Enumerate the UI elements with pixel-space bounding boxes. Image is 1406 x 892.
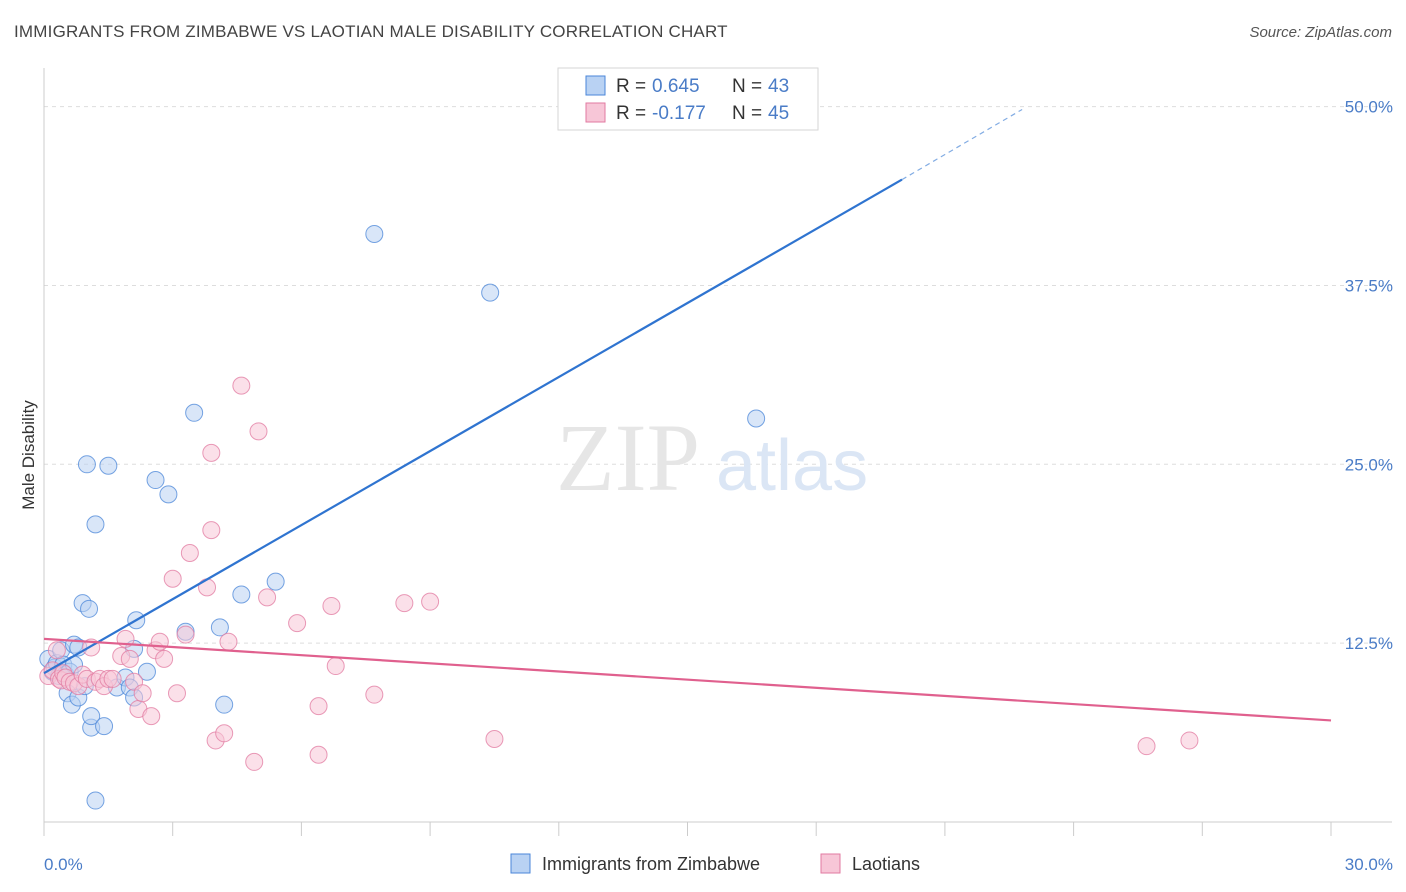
zimbabwe-point [159, 485, 178, 504]
legend-n-label: N = [732, 103, 762, 124]
watermark-atlas: atlas [716, 426, 868, 506]
zimbabwe-point [481, 283, 500, 302]
trend-lines [43, 108, 1332, 722]
x-tick-label: 0.0% [44, 855, 83, 874]
laotian-point [309, 745, 328, 764]
zimbabwe-point [747, 409, 766, 428]
y-tick-label: 25.0% [1345, 455, 1393, 474]
y-tick-label: 12.5% [1345, 634, 1393, 653]
bottom-legend-label-laotian: Laotians [852, 854, 920, 874]
zimbabwe-point [146, 471, 165, 490]
zimbabwe-point [99, 456, 118, 475]
laotian-point [1180, 731, 1199, 750]
legend-r-label: R = [616, 103, 646, 124]
y-axis-label: Male Disability [19, 400, 38, 510]
zimbabwe-point [210, 618, 229, 637]
laotian-point [142, 707, 161, 726]
laotian-point [198, 578, 217, 597]
laotian-point [103, 669, 122, 688]
bottom-legend-swatch-laotian [820, 853, 841, 874]
laotian-point [155, 649, 174, 668]
laotian-point [176, 625, 195, 644]
source-label: Source: ZipAtlas.com [1249, 24, 1392, 41]
zimbabwe-point [137, 662, 156, 681]
chart-title: IMMIGRANTS FROM ZIMBABWE VS LAOTIAN MALE… [14, 22, 728, 41]
legend-swatch-zimbabwe [585, 75, 606, 96]
zimbabwe-point [80, 599, 99, 618]
laotian-point [421, 592, 440, 611]
zimbabwe-trend-line [43, 178, 903, 675]
laotian-point [322, 596, 341, 615]
laotian-point [249, 422, 268, 441]
bottom-legend: Immigrants from Zimbabwe Laotians [510, 853, 920, 874]
laotian-point [120, 649, 139, 668]
data-points [39, 224, 1199, 810]
zimbabwe-point [266, 572, 285, 591]
zimbabwe-point [86, 791, 105, 810]
laotian-trend-line [43, 637, 1332, 722]
laotian-point [167, 684, 186, 703]
axes: 12.5% 25.0% 37.5% 50.0% 0.0% 30.0% [43, 68, 1393, 874]
laotian-point [133, 684, 152, 703]
watermark: ZIP atlas [556, 404, 868, 511]
x-tick-label: 30.0% [1345, 855, 1393, 874]
legend: R = 0.645 N = 43 R = -0.177 N = 45 [557, 67, 819, 131]
grid-lines [44, 106, 1392, 644]
laotian-point [309, 697, 328, 716]
zimbabwe-point [82, 707, 101, 726]
legend-r-value: -0.177 [652, 103, 706, 124]
bottom-legend-swatch-zimbabwe [510, 853, 531, 874]
laotian-point [395, 594, 414, 613]
zimbabwe-point [232, 585, 251, 604]
y-tick-label: 50.0% [1345, 98, 1393, 117]
laotian-point [232, 376, 251, 395]
laotian-point [202, 521, 221, 540]
watermark-zip: ZIP [556, 404, 700, 511]
laotian-point [202, 443, 221, 462]
laotian-point [163, 569, 182, 588]
laotian-point [365, 685, 384, 704]
laotian-point [485, 730, 504, 749]
zimbabwe-point [86, 515, 105, 534]
zimbabwe-trend-extension [901, 108, 1023, 181]
legend-swatch-laotian [585, 102, 606, 123]
legend-r-label: R = [616, 76, 646, 97]
laotian-point [288, 614, 307, 633]
legend-n-value: 45 [768, 103, 789, 124]
laotian-point [219, 632, 238, 651]
laotian-point [180, 544, 199, 563]
laotian-point [215, 724, 234, 743]
laotian-point [1137, 737, 1156, 756]
legend-r-value: 0.645 [652, 76, 700, 97]
zimbabwe-point [185, 403, 204, 422]
laotian-point [47, 641, 66, 660]
y-tick-label: 37.5% [1345, 276, 1393, 295]
zimbabwe-point [215, 695, 234, 714]
zimbabwe-point [77, 455, 96, 474]
legend-n-label: N = [732, 76, 762, 97]
laotian-point [326, 657, 345, 676]
zimbabwe-point [95, 717, 114, 736]
zimbabwe-point [365, 224, 384, 243]
laotian-point [258, 588, 277, 607]
laotian-point [245, 752, 264, 771]
bottom-legend-label-zimbabwe: Immigrants from Zimbabwe [542, 854, 760, 874]
legend-n-value: 43 [768, 76, 789, 97]
